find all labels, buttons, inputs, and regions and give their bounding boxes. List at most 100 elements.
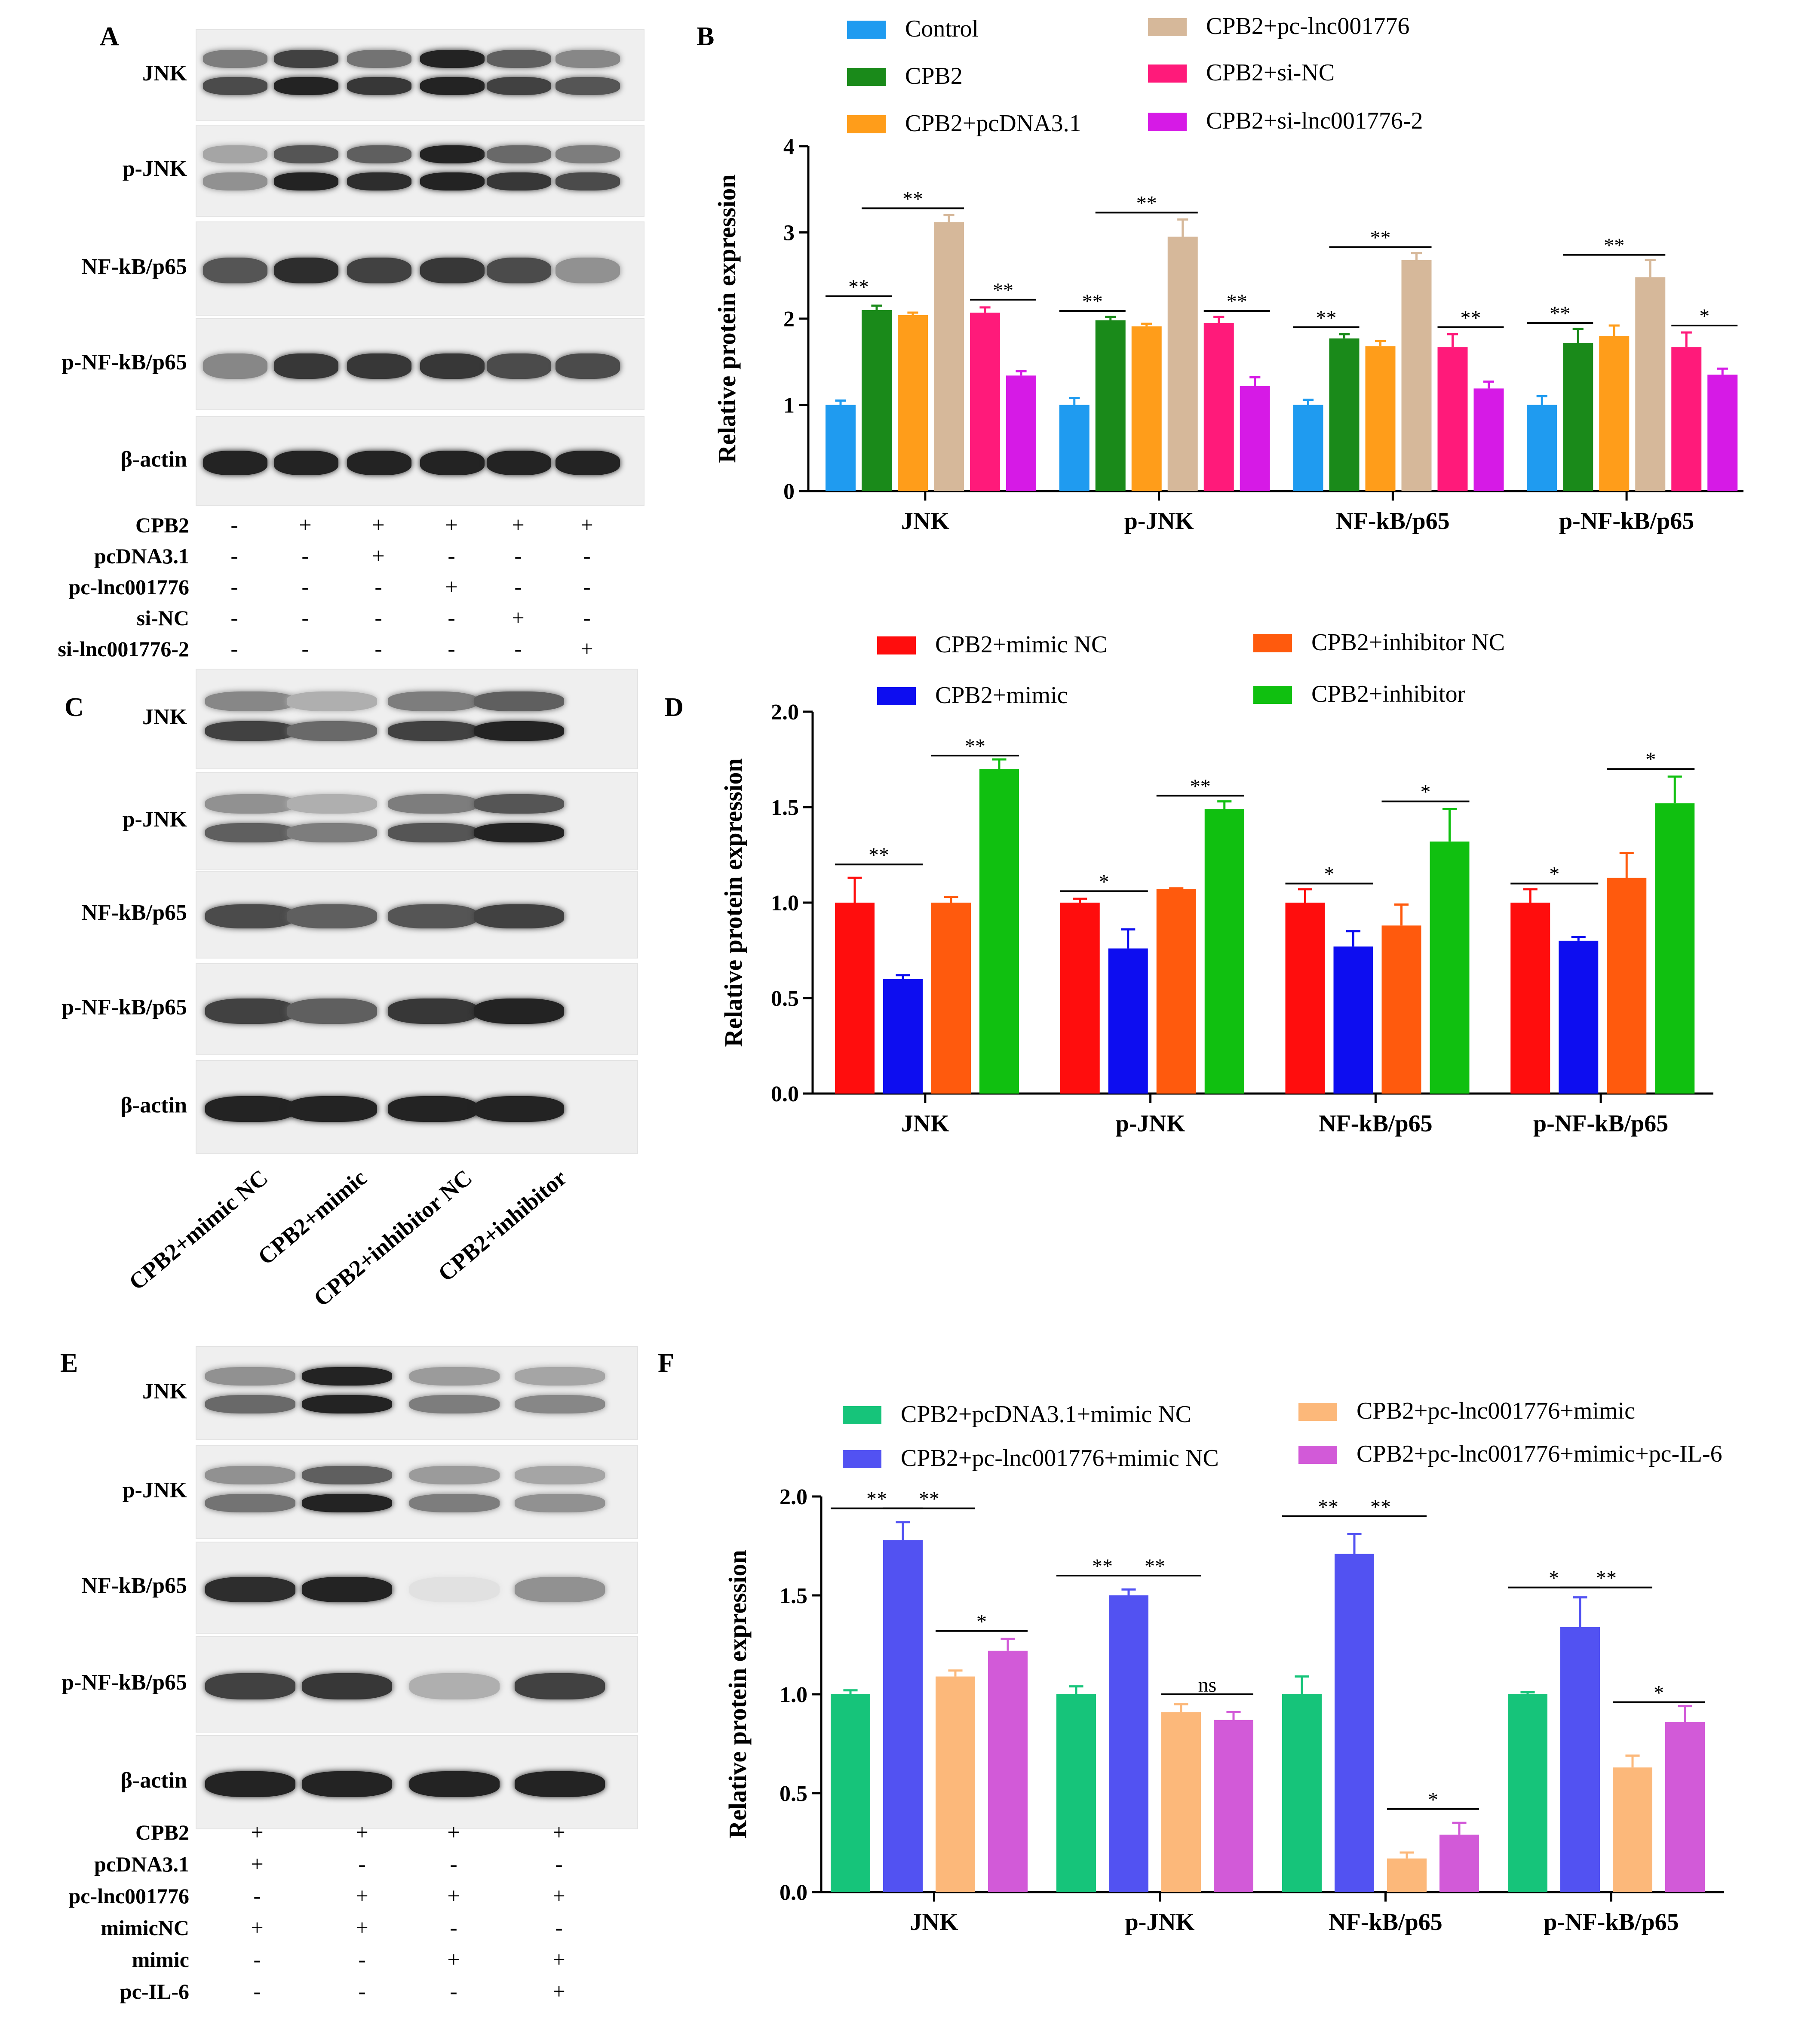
legend-swatch <box>1298 1446 1337 1464</box>
bar <box>1665 1722 1705 1892</box>
protein-band <box>515 1493 605 1512</box>
legend-label: CPB2 <box>905 63 963 89</box>
x-tick-label: p-NF-kB/p65 <box>1533 1110 1668 1137</box>
significance-label: ** <box>1082 290 1103 313</box>
significance-label: * <box>1645 748 1656 771</box>
protein-band <box>420 50 485 68</box>
bar <box>1167 237 1198 491</box>
bar <box>1095 320 1126 491</box>
treatment-sign: - <box>583 544 591 568</box>
treatment-sign: - <box>514 637 522 661</box>
significance-label: * <box>1549 863 1559 886</box>
legend-label: CPB2+si-lnc001776-2 <box>1206 108 1423 134</box>
bar <box>1527 405 1557 491</box>
legend-swatch <box>847 115 886 133</box>
bar <box>1204 809 1244 1094</box>
bar <box>1559 940 1599 1094</box>
bar <box>1282 1694 1322 1892</box>
treatment-sign: - <box>374 637 382 661</box>
protein-band <box>205 1576 295 1602</box>
bar <box>1203 323 1234 491</box>
significance-label: ** <box>965 735 985 758</box>
blot-label-2: NF-kB/p65 <box>81 254 187 279</box>
bar <box>1473 388 1504 491</box>
protein-band <box>420 77 485 95</box>
bar <box>1510 903 1550 1094</box>
bar <box>1109 1595 1148 1892</box>
blot-label-4: β-actin <box>120 1093 187 1118</box>
protein-band <box>556 353 620 379</box>
bar <box>970 312 1000 491</box>
treatment-sign: + <box>356 1820 368 1845</box>
treatment-sign: - <box>374 606 382 630</box>
blot-label-0: JNK <box>142 705 187 729</box>
y-axis-title: Relative protein expression <box>724 1550 752 1838</box>
protein-band <box>487 145 551 164</box>
legend-swatch <box>1253 634 1292 652</box>
blot-label-1: p-JNK <box>122 1478 187 1502</box>
significance-label: * <box>976 1610 987 1633</box>
bar <box>831 1694 870 1892</box>
significance-label: ** <box>1604 234 1624 257</box>
blot-strip <box>196 1542 638 1634</box>
treatment-sign: - <box>230 637 238 661</box>
y-tick-label: 2 <box>783 307 795 332</box>
treatment-sign: - <box>374 575 382 599</box>
blot-label-0: JNK <box>142 1379 187 1404</box>
treatment-sign: + <box>445 513 458 538</box>
legend-swatch <box>877 636 916 654</box>
treatment-sign: + <box>552 1948 565 1972</box>
legend-swatch <box>1148 65 1187 83</box>
treatment-sign: - <box>448 637 455 661</box>
bar <box>826 405 856 491</box>
legend-label: CPB2+mimic NC <box>935 631 1107 658</box>
treatment-sign: + <box>552 1979 565 2004</box>
bar <box>1671 347 1702 491</box>
panel-letter-a: A <box>100 22 119 51</box>
bar <box>1060 903 1100 1094</box>
bar <box>1613 1767 1652 1892</box>
protein-band <box>274 257 338 283</box>
protein-band <box>302 1576 392 1602</box>
protein-band <box>409 1367 500 1386</box>
protein-band <box>420 353 485 379</box>
protein-band <box>302 1395 392 1413</box>
protein-band <box>420 172 485 191</box>
treatment-sign: + <box>447 1884 460 1908</box>
protein-band <box>205 904 295 928</box>
treatment-sign: - <box>230 575 238 599</box>
protein-band <box>287 721 377 741</box>
bar <box>883 979 923 1094</box>
treatment-sign: - <box>448 544 455 568</box>
treatment-sign: - <box>301 637 309 661</box>
blot-strip <box>196 1060 638 1154</box>
protein-band <box>287 998 377 1024</box>
panel-letter-e: E <box>60 1349 78 1378</box>
significance-label: ** <box>1190 775 1211 798</box>
treatment-label: CPB2 <box>135 1820 189 1844</box>
treatment-label: pcDNA3.1 <box>94 544 189 568</box>
x-tick-label: JNK <box>901 508 949 535</box>
protein-band <box>205 1466 295 1485</box>
protein-band <box>388 998 478 1024</box>
significance-label: ** <box>1370 227 1391 249</box>
bar <box>1563 343 1593 491</box>
treatment-sign: - <box>514 544 522 568</box>
protein-band <box>556 450 620 476</box>
protein-band <box>388 721 478 741</box>
bar-chart-b: 0 1 2 3 4 Relative protein expression JNK p-JNK… <box>713 13 1743 535</box>
protein-band <box>302 1493 392 1512</box>
legend-label: CPB2+inhibitor <box>1311 681 1466 707</box>
bar <box>1108 948 1148 1094</box>
bar <box>862 310 892 491</box>
blot-strip <box>196 1735 638 1829</box>
bar <box>1437 347 1468 491</box>
bar <box>898 315 928 491</box>
significance-label: ** <box>1227 290 1247 313</box>
legend-label: CPB2+pcDNA3.1+mimic NC <box>901 1401 1191 1428</box>
protein-band <box>420 145 485 164</box>
legend-swatch <box>843 1450 881 1468</box>
x-tick-label: NF-kB/p65 <box>1336 508 1450 535</box>
significance-label: ** <box>993 279 1013 302</box>
y-tick-label: 2.0 <box>771 700 799 725</box>
